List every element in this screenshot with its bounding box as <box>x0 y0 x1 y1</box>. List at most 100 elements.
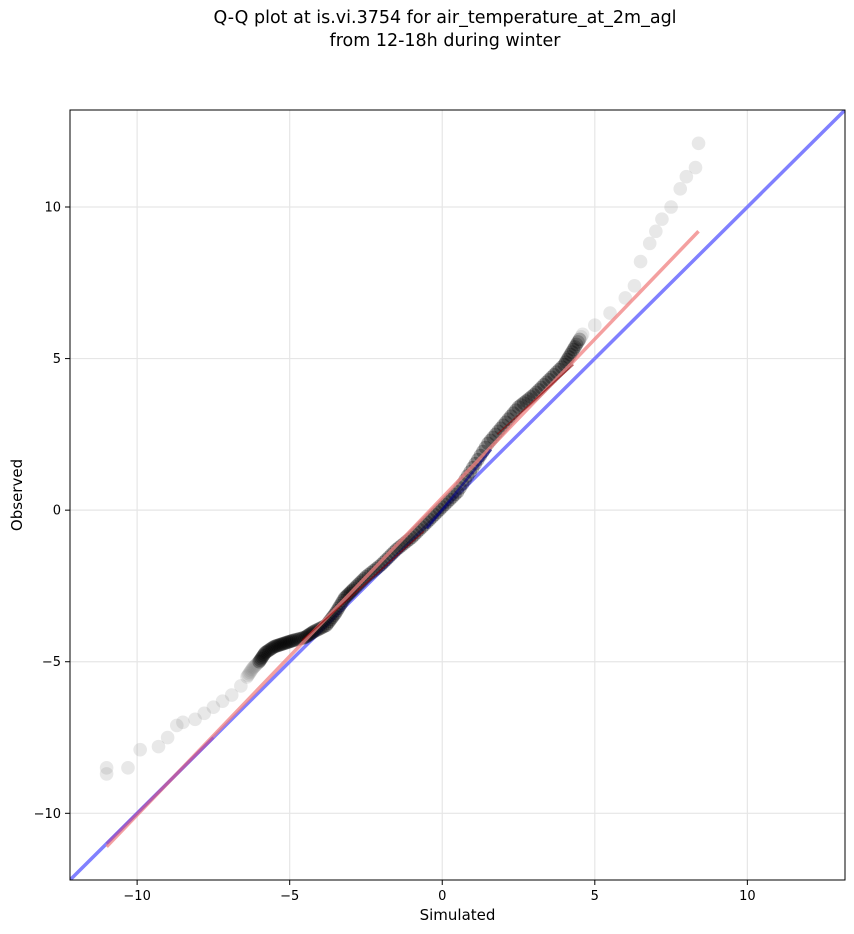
quantile-point-75 <box>330 603 344 618</box>
inner-one-to-one-trace <box>426 448 493 530</box>
quantile-point-98 <box>374 557 389 572</box>
quantile-point-12 <box>224 688 239 702</box>
quantile-point-18 <box>244 664 258 678</box>
quantile-point-65 <box>313 621 327 636</box>
x-tick-label-2: 0 <box>438 889 446 904</box>
y-tick-label-1: −5 <box>42 655 61 670</box>
quantile-point-178 <box>569 337 584 352</box>
quantile-point-40 <box>270 638 285 653</box>
quantile-point-11 <box>215 694 230 708</box>
quantile-point-64 <box>311 622 325 637</box>
y-axis-label: Observed <box>8 459 26 531</box>
quantile-point-24 <box>250 656 264 671</box>
quantile-point-22 <box>248 658 262 673</box>
quantile-point-6 <box>169 718 184 733</box>
quantile-point-42 <box>273 637 288 652</box>
quantile-point-50 <box>285 633 300 648</box>
quantile-point-177 <box>568 340 582 354</box>
quantile-point-148 <box>501 412 516 427</box>
quantile-point-191 <box>664 200 678 214</box>
x-tick-label-1: −5 <box>280 889 299 904</box>
quantile-point-133 <box>463 464 478 479</box>
quantile-point-23 <box>249 657 263 672</box>
quantile-point-99 <box>376 555 391 569</box>
chart-title: Q-Q plot at is.vi.3754 for air_temperatu… <box>0 7 854 53</box>
quantile-point-19 <box>245 662 259 677</box>
quantile-point-0 <box>99 767 114 781</box>
quantile-point-26 <box>252 654 266 669</box>
quantile-point-176 <box>566 342 581 357</box>
quantile-point-38 <box>267 639 282 654</box>
quantile-point-17 <box>243 665 257 680</box>
x-tick-label-0: −10 <box>123 889 150 904</box>
overlap-trace <box>105 736 215 845</box>
quantile-point-39 <box>269 639 283 653</box>
quantile-point-44 <box>276 636 291 651</box>
axes-frame <box>69 109 846 881</box>
quantile-point-34 <box>261 643 276 658</box>
inner-fit-trace-upper <box>496 364 574 435</box>
quantile-point-41 <box>272 638 286 652</box>
quantile-point-179 <box>571 335 585 349</box>
quantile-point-2 <box>121 761 135 775</box>
quantile-point-187 <box>633 254 648 269</box>
quantile-point-31 <box>257 647 272 661</box>
quantile-point-47 <box>281 635 295 649</box>
x-tick-label-4: 10 <box>739 889 756 904</box>
quantile-point-21 <box>247 659 261 674</box>
quantile-point-35 <box>263 642 277 657</box>
quantile-point-189 <box>649 224 663 239</box>
y-tick-label-0: −10 <box>34 807 61 822</box>
quantile-point-14 <box>240 670 254 684</box>
quantile-point-7 <box>176 715 190 730</box>
quantile-point-180 <box>572 332 587 347</box>
x-tick-label-3: 5 <box>591 889 599 904</box>
quantile-point-28 <box>254 651 269 666</box>
y-tick-label-3: 5 <box>53 352 61 367</box>
chart-title-line-1: Q-Q plot at is.vi.3754 for air_temperatu… <box>213 8 677 28</box>
quantile-point-4 <box>151 739 166 754</box>
quantile-point-13 <box>234 679 248 693</box>
x-axis-label: Simulated <box>420 906 496 924</box>
inner-fit-trace <box>301 530 425 642</box>
quantile-point-184 <box>603 306 617 320</box>
quantile-point-97 <box>371 559 386 574</box>
quantile-point-193 <box>679 169 694 184</box>
quantile-point-30 <box>256 648 271 663</box>
y-tick-label-4: 10 <box>44 201 61 216</box>
quantile-point-45 <box>278 636 292 650</box>
quantile-point-25 <box>251 655 265 670</box>
quantile-point-183 <box>588 318 602 333</box>
quantile-point-5 <box>160 730 175 745</box>
quantile-point-186 <box>627 279 642 293</box>
quantile-point-3 <box>133 742 147 757</box>
quantile-point-27 <box>253 653 267 668</box>
quantile-point-1 <box>99 761 114 775</box>
y-tick-label-2: 0 <box>53 504 61 519</box>
quantile-point-181 <box>574 330 588 344</box>
quantile-point-174 <box>563 347 578 362</box>
plot-area <box>70 110 845 880</box>
quantile-point-16 <box>242 667 256 681</box>
chart-title-line-2: from 12-18h during winter <box>329 31 561 51</box>
quantile-point-190 <box>655 212 669 226</box>
quantile-point-32 <box>258 645 273 660</box>
quantile-point-46 <box>279 635 294 650</box>
quantile-point-33 <box>260 644 274 659</box>
quantile-point-37 <box>266 640 280 655</box>
quantile-point-49 <box>284 634 299 648</box>
quantile-point-152 <box>511 400 526 414</box>
quantile-point-29 <box>255 650 270 664</box>
quantile-point-10 <box>206 700 221 715</box>
quantile-point-100 <box>379 552 394 567</box>
quantile-point-182 <box>575 327 590 342</box>
quantile-point-48 <box>282 634 297 649</box>
quantile-point-36 <box>264 641 279 656</box>
quantile-point-192 <box>673 182 688 196</box>
quantile-point-20 <box>246 660 260 675</box>
quantile-point-43 <box>275 637 289 651</box>
quantile-point-15 <box>241 668 255 683</box>
quantile-point-51 <box>287 633 302 647</box>
quantile-point-175 <box>565 345 579 359</box>
